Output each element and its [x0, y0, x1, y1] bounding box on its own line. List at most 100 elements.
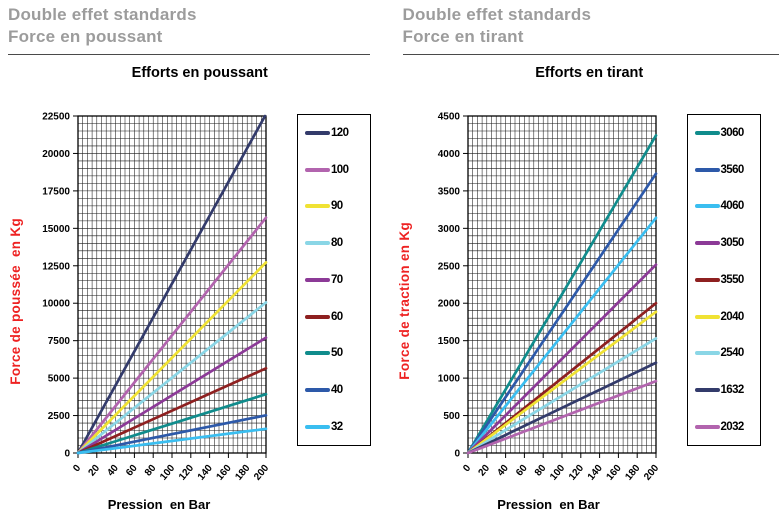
y-tick-label: 10000	[42, 299, 70, 310]
y-tick-label: 20000	[42, 149, 70, 160]
panel-tirant: Double effet standards Force en tirant E…	[390, 0, 779, 512]
y-tick-label: 12500	[42, 261, 70, 272]
legend-label: 40	[331, 384, 343, 397]
legend-label: 3560	[720, 163, 745, 176]
x-axis-title: Pression en Bar	[497, 496, 600, 512]
series-line-40	[76, 413, 268, 455]
legend-item: 60	[305, 311, 370, 323]
series-line-50	[76, 392, 268, 455]
header-line-1: Double effet standards	[8, 5, 197, 24]
plot-svg-poussant: 0 2500 5000 7500 10000 12500 15000 17500 20000 22…	[42, 111, 271, 482]
legend-item: 100	[305, 164, 370, 176]
series-line-4060	[466, 216, 657, 455]
legend-swatch	[305, 130, 330, 135]
header-line-2: Force en poussant	[8, 27, 163, 47]
legend-label: 1632	[720, 384, 745, 397]
legend-swatch	[694, 351, 720, 356]
legend-label: 3060	[720, 126, 745, 139]
series-line-60	[76, 366, 268, 455]
x-tick-label: 80	[143, 462, 159, 478]
legend-item: 70	[305, 274, 370, 286]
x-tick-label: 40	[495, 462, 511, 478]
legend-swatch	[694, 424, 720, 429]
y-tick-label: 7500	[48, 336, 71, 347]
series-line-3050	[466, 263, 657, 455]
x-tick-label: 80	[532, 462, 548, 478]
legend-label: 90	[331, 200, 343, 213]
y-tick-label: 5000	[48, 373, 71, 384]
panel-header: Double effet standards Force en tirant	[402, 4, 779, 55]
series-line-2540	[466, 336, 657, 455]
series-line-3560	[466, 172, 657, 455]
legend-swatch	[305, 351, 330, 356]
legend-item: 90	[305, 200, 370, 212]
series-line-2040	[466, 310, 657, 455]
y-tick-label: 1500	[437, 336, 460, 347]
x-tick-label: 200	[252, 462, 271, 482]
y-tick-label: 0	[64, 448, 70, 459]
legend-item: 2040	[694, 311, 760, 323]
series-line-90	[76, 261, 268, 455]
y-tick-label: 0	[454, 448, 460, 459]
y-tick-label: 2000	[437, 299, 460, 310]
legend-label: 2032	[720, 420, 745, 433]
chart-area-tirant: Force de traction en Kg 0 500 1000 1500 2000…	[390, 107, 779, 495]
legend-label: 70	[331, 273, 343, 286]
legend-item: 3050	[694, 237, 760, 250]
chart-title-tirant: Efforts en tirant	[535, 64, 644, 81]
series-line-32	[76, 427, 268, 455]
y-tick-label: 2500	[48, 411, 71, 422]
y-tick-label: 3000	[437, 224, 460, 235]
x-tick-label: 180	[233, 462, 252, 482]
x-tick-label: 100	[548, 462, 567, 482]
legend-swatch	[305, 204, 330, 209]
panel-header: Double effet standards Force en poussant	[8, 4, 370, 55]
x-tick-label: 140	[196, 462, 215, 482]
legend-poussant: 120 100 90 80 70 60 50 40 32	[297, 113, 371, 446]
x-tick-label: 160	[604, 462, 623, 482]
panel-poussant: Double effet standards Force en poussant…	[0, 0, 390, 512]
y-tick-label: 17500	[42, 186, 70, 197]
legend-swatch	[305, 424, 330, 429]
chart-title-poussant: Efforts en poussant	[131, 64, 268, 81]
legend-label: 2540	[720, 347, 745, 360]
x-tick-label: 100	[158, 462, 177, 482]
legend-label: 60	[331, 310, 343, 323]
legend-swatch	[694, 277, 720, 282]
legend-label: 100	[331, 163, 349, 176]
header-line-2: Force en tirant	[402, 27, 524, 47]
legend-swatch	[305, 241, 330, 246]
legend-item: 3550	[694, 274, 760, 286]
legend-item: 3060	[694, 126, 760, 139]
legend-swatch	[694, 130, 720, 135]
legend-swatch	[694, 204, 720, 209]
y-tick-label: 4000	[437, 149, 460, 160]
y-tick-label: 2500	[437, 261, 460, 272]
y-tick-label: 4500	[437, 111, 460, 122]
x-tick-label: 120	[177, 462, 196, 482]
legend-item: 2540	[694, 347, 760, 360]
legend-item: 120	[305, 127, 370, 139]
y-tick-label: 22500	[42, 111, 70, 122]
series-line-2032	[466, 379, 657, 455]
x-tick-label: 60	[514, 462, 530, 478]
x-tick-label: 40	[105, 462, 121, 478]
y-tick-label: 500	[443, 411, 460, 422]
y-tick-label: 1000	[437, 373, 460, 384]
legend-label: 4060	[720, 200, 745, 213]
legend-swatch	[305, 167, 330, 172]
y-tick-label: 15000	[42, 224, 70, 235]
x-tick-label: 200	[642, 462, 661, 482]
legend-label: 32	[331, 420, 343, 433]
legend-item: 32	[305, 421, 370, 433]
legend-item: 2032	[694, 420, 760, 433]
legend-item: 1632	[694, 384, 760, 397]
series-line-80	[76, 300, 268, 455]
legend-swatch	[694, 167, 720, 172]
legend-label: 80	[331, 237, 343, 250]
x-tick-label: 60	[124, 462, 140, 478]
legend-item: 3560	[694, 163, 760, 176]
legend-label: 3050	[720, 237, 745, 250]
legend-item: 4060	[694, 200, 760, 213]
legend-swatch	[305, 388, 330, 393]
